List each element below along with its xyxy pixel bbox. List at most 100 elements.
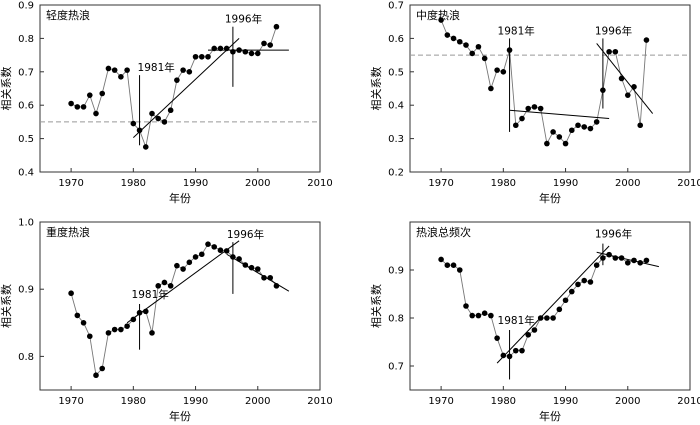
data-point	[587, 125, 594, 132]
data-point	[155, 115, 162, 122]
data-point	[512, 347, 519, 354]
data-point	[236, 256, 242, 262]
x-tick-label: 2010	[677, 178, 700, 189]
data-point	[469, 312, 476, 319]
breakpoint-label-1981: 1981年	[132, 288, 169, 301]
data-point	[450, 262, 457, 269]
data-point	[86, 333, 93, 340]
data-point	[236, 47, 242, 53]
data-point	[506, 47, 513, 53]
y-tick-label: 0.4	[18, 168, 34, 179]
y-tick-label: 0.7	[18, 67, 34, 78]
x-tick-label: 1980	[121, 178, 146, 189]
data-point	[643, 37, 650, 43]
trend-line	[226, 253, 290, 292]
data-point	[575, 281, 581, 288]
data-point	[149, 330, 155, 336]
y-tick-label: 0.7	[388, 362, 404, 373]
data-point	[624, 260, 631, 266]
data-point	[198, 53, 205, 60]
data-point	[475, 43, 482, 50]
series-line	[70, 243, 277, 377]
data-point	[174, 77, 180, 83]
x-tick-label: 2010	[307, 178, 332, 189]
data-point	[223, 248, 230, 254]
data-point	[180, 266, 186, 272]
x-tick-label: 1990	[553, 178, 578, 189]
x-tick-label: 1970	[58, 396, 83, 407]
data-point	[68, 100, 74, 107]
data-point	[223, 45, 230, 52]
data-point	[463, 303, 469, 309]
data-point	[273, 283, 280, 289]
data-point	[550, 315, 556, 321]
data-point	[192, 254, 199, 260]
data-point	[174, 262, 180, 269]
data-point	[242, 48, 249, 55]
data-point	[167, 283, 174, 289]
data-point	[254, 266, 261, 272]
data-point	[267, 274, 274, 281]
y-tick-label: 0.4	[388, 101, 404, 112]
data-point	[469, 50, 476, 57]
data-point	[568, 127, 575, 134]
series-line	[440, 254, 647, 357]
data-point	[161, 279, 168, 286]
data-point	[124, 67, 130, 73]
data-point	[205, 241, 211, 247]
y-tick-label: 0.9	[388, 266, 404, 277]
data-point	[525, 332, 532, 338]
data-point	[544, 315, 550, 321]
data-point	[624, 92, 631, 98]
data-point	[93, 110, 99, 117]
series-line	[440, 19, 647, 145]
data-point	[99, 90, 106, 97]
breakpoint-label-1981: 1981年	[498, 24, 535, 37]
breakpoint-label-1996: 1996年	[227, 228, 264, 241]
trend-line	[132, 38, 240, 138]
y-tick-label: 0.8	[18, 34, 34, 45]
data-point	[186, 69, 193, 75]
data-point	[637, 260, 644, 266]
data-point	[556, 134, 563, 140]
data-point	[618, 75, 625, 82]
data-point	[562, 140, 569, 147]
data-point	[519, 347, 525, 354]
data-point	[537, 315, 544, 321]
data-point	[124, 323, 130, 329]
y-tick-label: 0.2	[388, 168, 404, 179]
data-point	[217, 247, 224, 254]
trend-line	[596, 43, 654, 114]
data-point	[606, 48, 612, 55]
data-point	[80, 320, 87, 326]
y-axis-label: 相关系数	[0, 284, 13, 328]
x-tick-label: 2010	[677, 396, 700, 407]
data-point	[463, 42, 469, 48]
plot-frame	[39, 4, 321, 173]
data-point	[475, 312, 482, 319]
x-tick-label: 1990	[183, 178, 208, 189]
data-point	[211, 45, 218, 52]
y-axis-label: 相关系数	[369, 284, 383, 328]
data-point	[500, 69, 507, 75]
data-point	[186, 259, 193, 266]
data-point	[537, 105, 544, 112]
series-line	[70, 26, 277, 149]
data-point	[261, 40, 267, 47]
data-point	[211, 244, 218, 250]
data-point	[456, 267, 463, 273]
data-point	[111, 67, 118, 73]
data-point	[118, 326, 124, 333]
data-point	[444, 32, 451, 38]
x-tick-label: 2000	[245, 178, 270, 189]
data-point	[130, 316, 137, 323]
data-point	[205, 53, 211, 60]
panel-light-heatwave: 1970 1980 1990 2000 2010 0.4 0.5 0.6 0.7 0.8 0.9 19…	[0, 1, 333, 206]
y-tick-label: 0.5	[388, 67, 404, 78]
data-point	[273, 23, 280, 30]
data-point	[556, 306, 563, 313]
data-point	[500, 352, 507, 359]
data-point	[488, 312, 494, 319]
data-point	[550, 129, 556, 135]
